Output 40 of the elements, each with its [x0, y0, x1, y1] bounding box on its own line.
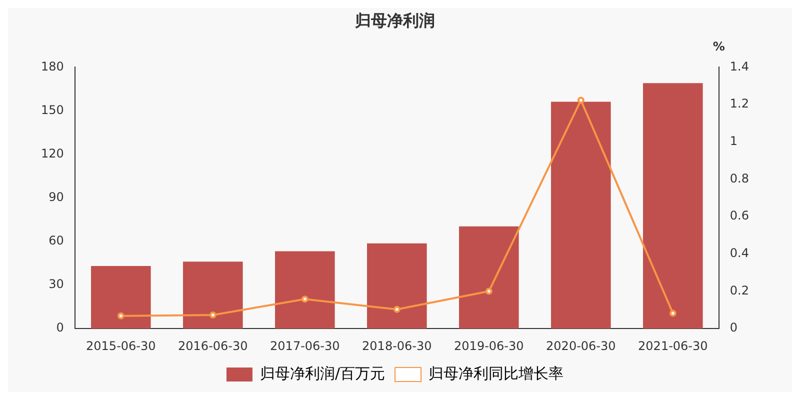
bar	[275, 251, 335, 329]
y2-tick-label: 0.6	[730, 208, 750, 223]
bar	[459, 226, 519, 329]
point	[577, 96, 584, 104]
x-tick-label: 2018-06-30	[362, 338, 432, 353]
point	[117, 312, 124, 320]
y-tick-label: 60	[48, 234, 64, 248]
x-tick-label: 2016-06-30	[178, 338, 248, 353]
y-tick-label: 0	[56, 320, 64, 335]
y2-axis-title: %	[712, 39, 725, 54]
y-tick-label: 90	[48, 190, 64, 204]
y2-tick-label: 1	[730, 134, 738, 148]
point	[209, 311, 216, 318]
x-tick-label: 2017-06-30	[270, 338, 340, 353]
x-tick-label: 2020-06-30	[546, 338, 616, 353]
y2-tick-label: 0	[730, 320, 738, 335]
point	[485, 288, 492, 295]
bar	[91, 266, 151, 329]
y2-tick-label: 1.4	[730, 59, 750, 74]
x-tick-label: 2015-06-30	[86, 338, 156, 353]
point	[301, 296, 308, 303]
bar	[367, 243, 427, 329]
y2-tick-label: 0.4	[730, 246, 750, 260]
chart-title: 归母净利润	[354, 10, 435, 30]
point	[669, 310, 676, 317]
x-tick-label: 2019-06-30	[454, 338, 524, 353]
legend-label: 归母净利同比增长率	[428, 364, 564, 382]
y-tick-label: 30	[48, 277, 64, 292]
y2-tick-label: 0.2	[730, 283, 750, 298]
x-tick-label: 2021-06-30	[638, 338, 708, 353]
legend-label: 归母净利润/百万元	[260, 364, 386, 382]
bar	[183, 262, 243, 329]
y2-tick-label: 0.8	[730, 171, 750, 186]
y-tick-label: 150	[41, 102, 64, 117]
y-tick-label: 180	[41, 59, 64, 74]
point	[393, 306, 400, 313]
y2-tick-label: 1.2	[730, 96, 750, 111]
y-tick-label: 120	[41, 146, 64, 160]
bar	[643, 83, 703, 329]
bar	[551, 102, 611, 329]
